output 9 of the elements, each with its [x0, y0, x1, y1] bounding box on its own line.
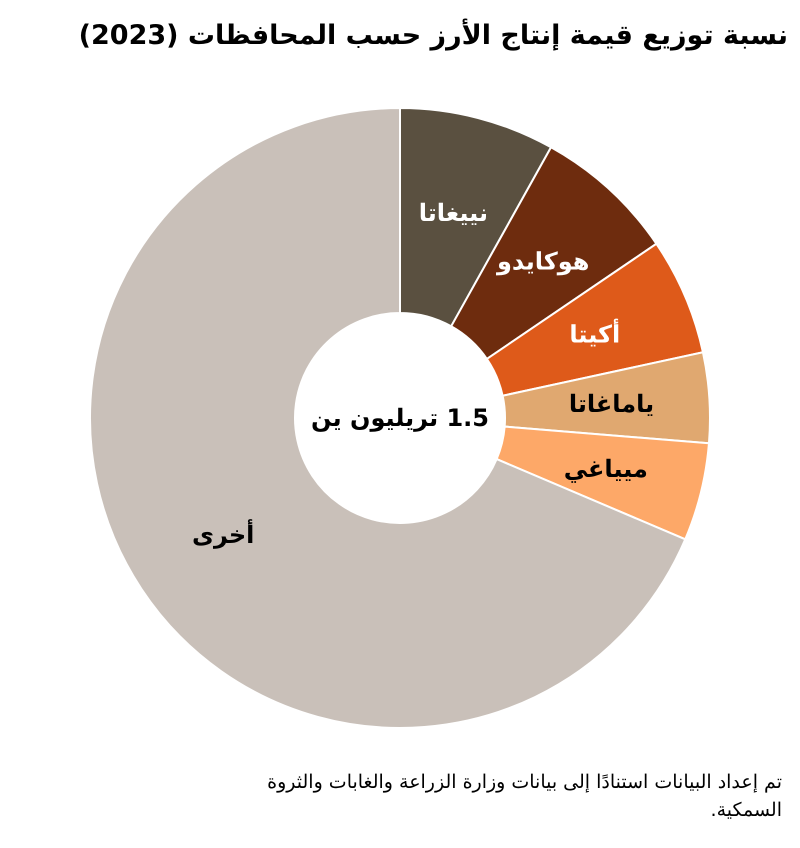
slice-label: ميياغي [564, 454, 648, 483]
text: تم إعداد البيانات استنادًا إلى بيانات وزارة الزراعة والغابات والثروة السمكية. [266, 770, 782, 823]
slice-label: ياماغاتا [568, 390, 654, 418]
slice-label: هوكايدو [496, 248, 590, 276]
slice-label: نييغاتا [418, 198, 488, 227]
slice-label: أكيتا [569, 318, 620, 348]
text: 1.5 تريليون ين [311, 404, 489, 432]
slice-label: أخرى [192, 518, 254, 549]
chart-title: نسبة توزيع قيمة إنتاج الأرز حسب المحافظات (2023) [78, 18, 788, 51]
